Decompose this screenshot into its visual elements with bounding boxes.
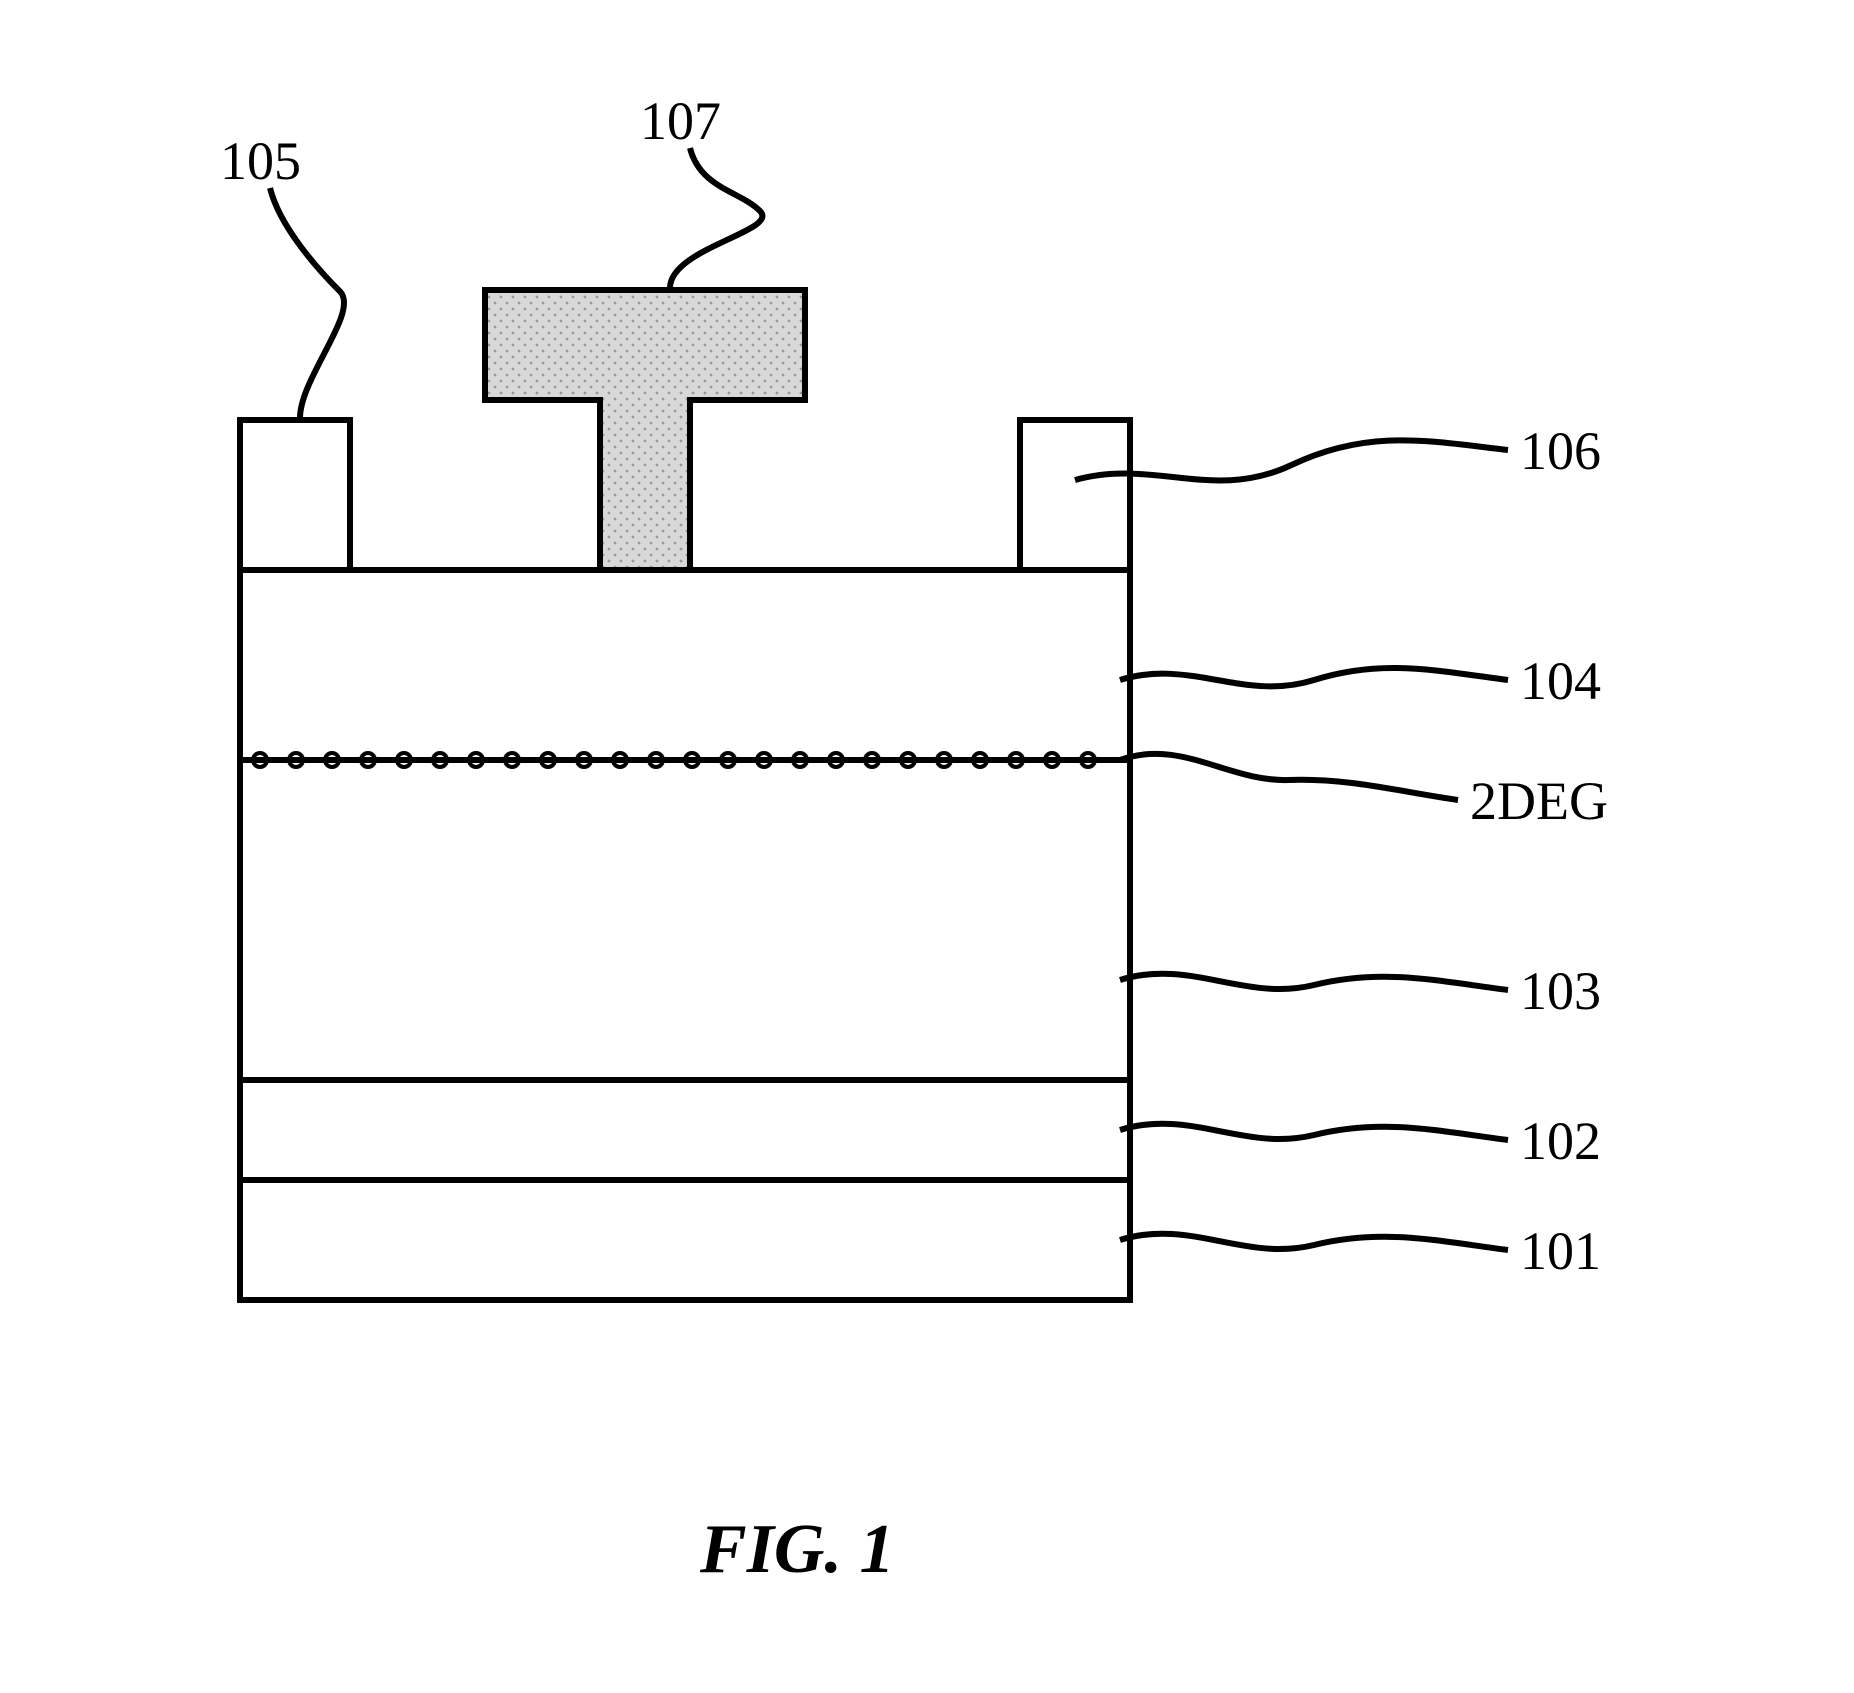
label-101: 101	[1520, 1220, 1601, 1282]
label-2deg: 2DEG	[1470, 770, 1608, 832]
gate-electrode	[485, 290, 805, 570]
label-105: 105	[220, 130, 301, 192]
label-106: 106	[1520, 420, 1601, 482]
figure-caption: FIG. 1	[700, 1510, 894, 1590]
label-107: 107	[640, 90, 721, 152]
label-104: 104	[1520, 650, 1601, 712]
label-102: 102	[1520, 1110, 1601, 1172]
figure-canvas: 105 107 106 104 2DEG 103 102 101 FIG. 1	[0, 0, 1854, 1693]
label-103: 103	[1520, 960, 1601, 1022]
layer-stack	[240, 570, 1130, 1300]
diagram-svg	[0, 0, 1854, 1693]
